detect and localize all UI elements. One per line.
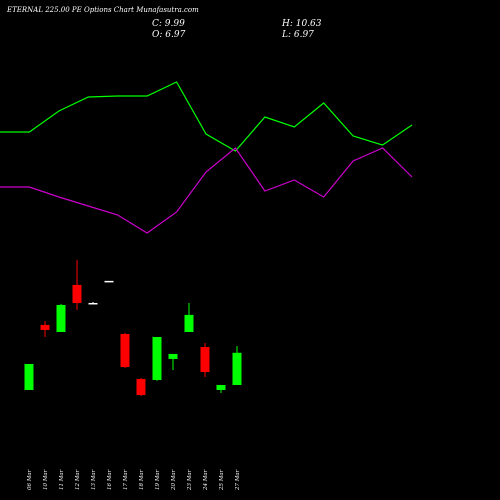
candle-body (56, 304, 66, 332)
x-tick-label: 18 Mar (139, 469, 145, 490)
x-tick-label: 25 Mar (219, 469, 225, 491)
candle-body (120, 334, 130, 367)
candle-body (200, 347, 210, 372)
x-tick-label: 27 Mar (235, 469, 241, 491)
x-tick-label: 19 Mar (155, 469, 161, 490)
candle-body (232, 352, 242, 385)
candle-body (72, 284, 82, 303)
x-tick-label: 24 Mar (203, 469, 209, 491)
candle-body (152, 336, 162, 380)
x-tick-label: 13 Mar (91, 469, 97, 490)
x-tick-label: 20 Mar (171, 469, 177, 491)
candle-body (216, 384, 226, 390)
candle-body (136, 379, 146, 396)
line-series (0, 147, 413, 234)
chart-title: ETERNAL 225.00 PE Options Chart Munafasu… (6, 6, 199, 14)
candle-body (104, 280, 114, 283)
high-label: H: 10.63 (281, 19, 322, 29)
candle-body (40, 324, 50, 330)
candle-body (88, 302, 98, 305)
x-tick-label: 06 Mar (27, 469, 33, 490)
low-label: L: 6.97 (281, 30, 314, 40)
x-tick-label: 16 Mar (107, 469, 113, 490)
candle-body (184, 314, 194, 332)
x-tick-label: 12 Mar (75, 469, 81, 490)
x-tick-label: 10 Mar (43, 469, 49, 490)
close-label: C: 9.99 (152, 19, 185, 29)
line-series (0, 81, 413, 152)
candle-body (168, 353, 178, 359)
open-label: O: 6.97 (152, 30, 186, 40)
x-tick-label: 17 Mar (123, 469, 129, 490)
candle-body (24, 363, 34, 390)
x-tick-label: 23 Mar (187, 469, 193, 491)
x-tick-label: 11 Mar (59, 469, 65, 490)
